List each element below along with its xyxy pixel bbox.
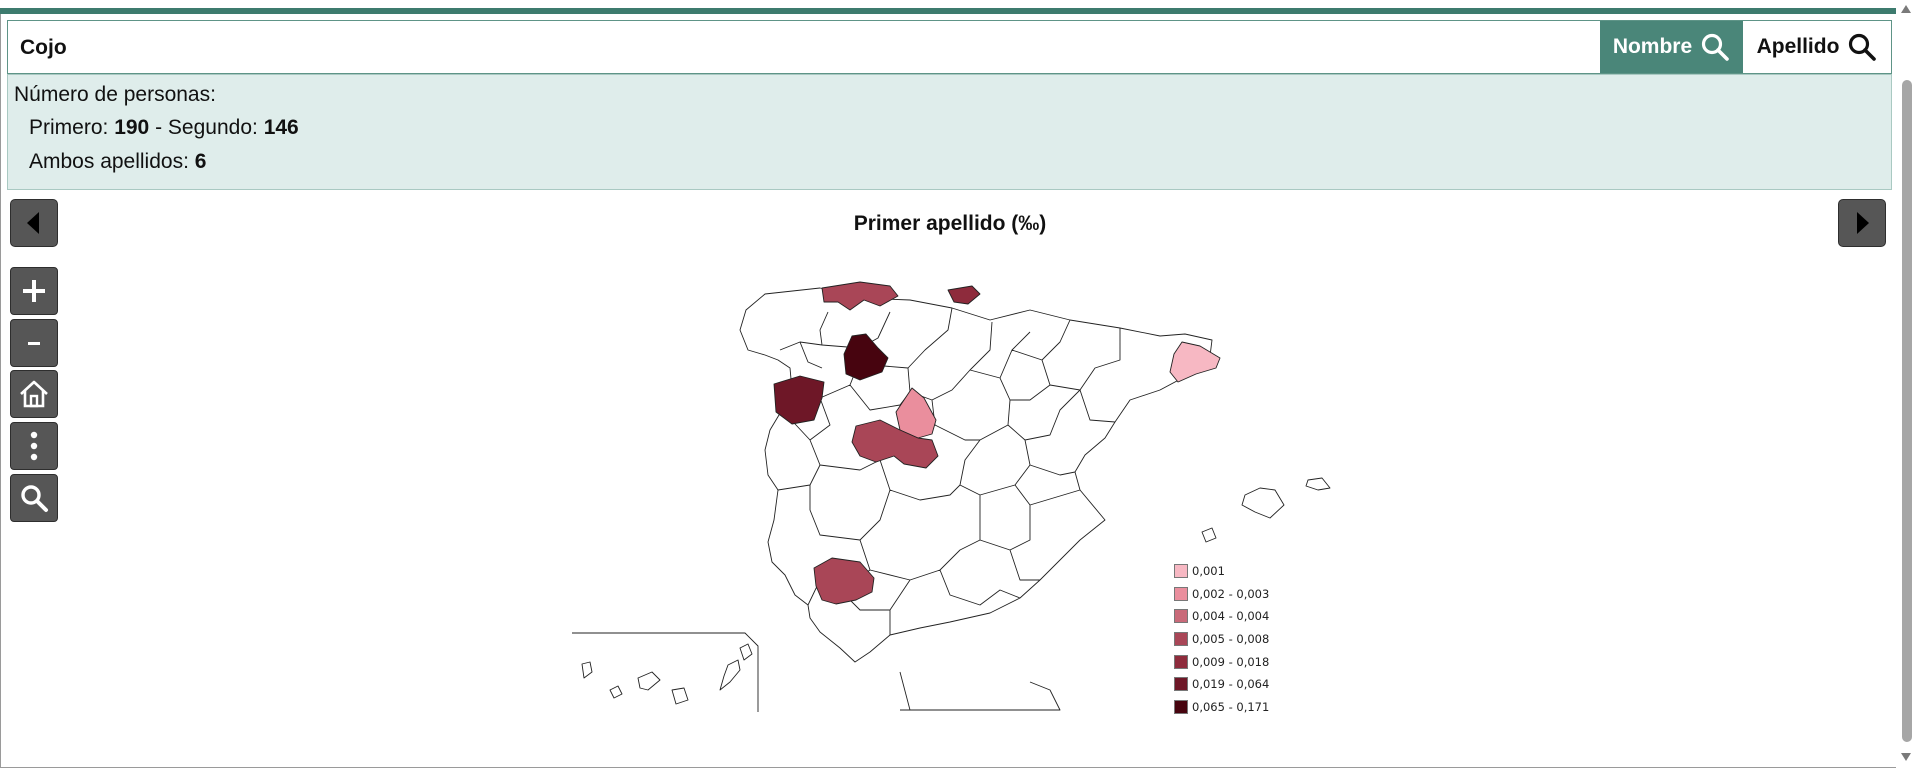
search-bar: Nombre Apellido (7, 20, 1892, 74)
legend-swatch (1174, 699, 1188, 714)
triangle-right-icon (1857, 212, 1869, 234)
legend-item: 0,009 - 0,018 (1174, 650, 1269, 673)
canary-islands (581, 643, 753, 705)
plus-icon (23, 280, 45, 302)
home-button[interactable] (10, 370, 58, 418)
home-icon (20, 380, 48, 408)
province-barcelona (1169, 341, 1221, 383)
province-sevilla (813, 557, 875, 605)
apellido-button-label: Apellido (1756, 35, 1840, 58)
segundo-label: - Segundo: (155, 116, 258, 139)
legend-label: 0,002 - 0,003 (1192, 586, 1270, 601)
zoom-out-button[interactable] (10, 319, 58, 367)
nombre-button-label: Nombre (1612, 35, 1693, 58)
legend-item: 0,004 - 0,004 (1174, 605, 1269, 628)
legend-item: 0,019 - 0,064 (1174, 673, 1269, 696)
province-valladolid (843, 333, 889, 381)
ambos-value: 6 (194, 150, 207, 173)
minus-icon (28, 342, 40, 345)
spain-province-map (572, 281, 1331, 712)
province-cantabria (821, 281, 899, 311)
search-icon (21, 485, 48, 512)
next-map-button[interactable] (1838, 199, 1886, 247)
scrollbar-thumb[interactable] (1902, 80, 1912, 742)
map-title: Primer apellido (‰) (853, 212, 1047, 235)
search-icon (1702, 33, 1729, 61)
province-toledo (851, 419, 939, 469)
legend-swatch (1174, 654, 1188, 669)
map-legend: 0,001 0,002 - 0,003 0,004 - 0,004 0,005 … (1174, 560, 1269, 718)
apellido-search-button[interactable]: Apellido (1743, 21, 1891, 73)
segundo-value: 146 (263, 116, 299, 139)
mainland-spain (739, 287, 1213, 663)
map-search-button[interactable] (10, 474, 58, 522)
scroll-down-arrow-icon[interactable] (1900, 752, 1912, 762)
legend-label: 0,019 - 0,064 (1192, 677, 1270, 692)
scroll-up-arrow-icon[interactable] (1900, 4, 1912, 14)
balearic-islands (1201, 477, 1331, 543)
legend-label: 0,004 - 0,004 (1192, 609, 1270, 624)
legend-label: 0,001 (1192, 564, 1225, 579)
legend-item: 0,002 - 0,003 (1174, 583, 1269, 606)
triangle-left-icon (27, 212, 39, 234)
stats-primero-segundo: Primero: 190 - Segundo: 146 (29, 116, 299, 140)
legend-label: 0,009 - 0,018 (1192, 654, 1270, 669)
province-madrid (895, 387, 937, 439)
legend-swatch (1174, 564, 1188, 579)
top-stripe (0, 8, 1906, 14)
legend-swatch (1174, 609, 1188, 624)
surname-search-input[interactable] (18, 29, 1562, 67)
province-gipuzkoa (947, 285, 981, 305)
stats-title: Número de personas: (14, 83, 216, 106)
nombre-search-button[interactable]: Nombre (1600, 21, 1743, 73)
vertical-dots-icon (30, 431, 38, 461)
legend-label: 0,065 - 0,171 (1192, 699, 1270, 714)
legend-label: 0,005 - 0,008 (1192, 632, 1270, 647)
top-bar (0, 0, 1915, 14)
stats-panel: Número de personas: Primero: 190 - Segun… (7, 74, 1892, 190)
legend-item: 0,005 - 0,008 (1174, 628, 1269, 651)
legend-swatch (1174, 632, 1188, 647)
primero-value: 190 (114, 116, 150, 139)
primero-label: Primero: (29, 116, 109, 139)
vertical-scrollbar[interactable] (1896, 0, 1915, 768)
province-salamanca (773, 375, 825, 425)
menu-button[interactable] (10, 422, 58, 470)
previous-map-button[interactable] (10, 199, 58, 247)
legend-item: 0,001 (1174, 560, 1269, 583)
legend-swatch (1174, 677, 1188, 692)
ambos-label: Ambos apellidos: (29, 150, 189, 173)
legend-item: 0,065 - 0,171 (1174, 696, 1269, 719)
stats-ambos: Ambos apellidos: 6 (29, 150, 206, 174)
legend-swatch (1174, 586, 1188, 601)
zoom-in-button[interactable] (10, 267, 58, 315)
search-icon (1849, 33, 1877, 61)
